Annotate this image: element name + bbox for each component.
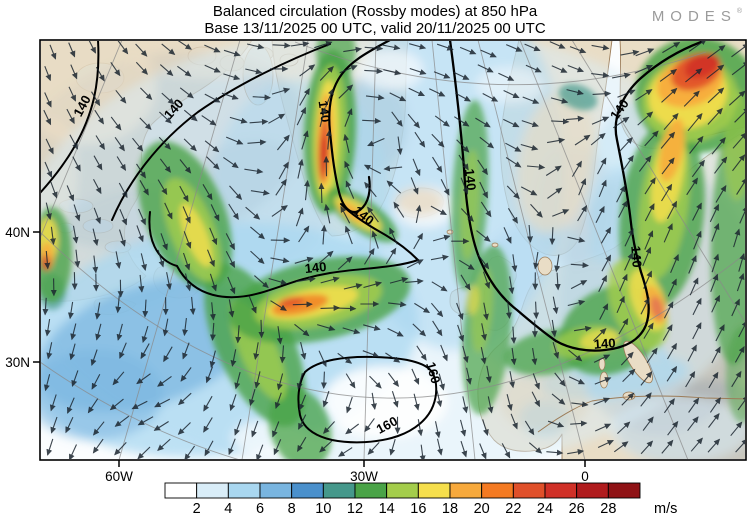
modes-logo-text: MODES	[651, 8, 737, 25]
map-border	[39, 39, 747, 461]
colorbar-tick-label: 16	[410, 501, 426, 516]
contour-label: 160	[423, 360, 443, 385]
colorbar-tick-label: 26	[569, 501, 585, 516]
colorbar-tick-label: 20	[474, 501, 490, 516]
longitude-tick-label: 30W	[350, 469, 378, 484]
colorbar-tick-label: 10	[315, 501, 331, 516]
latitude-axis: 40N 30N	[5, 225, 40, 370]
longitude-tick-label: 0	[581, 469, 589, 484]
colorbar-cell	[259, 482, 293, 499]
colorbar-tick-label: 28	[600, 501, 616, 516]
colorbar-tick-label: 14	[379, 501, 395, 516]
colorbar-cell	[417, 482, 451, 499]
colorbar-unit-label: m/s	[654, 501, 677, 516]
colorbar-cell	[291, 482, 324, 499]
colorbar-tick-label: 2	[193, 501, 201, 516]
longitude-axis: 60W 30W 0	[105, 460, 589, 484]
colorbar-cell	[449, 482, 483, 499]
colorbar-cell	[607, 482, 641, 499]
colorbar-cell	[386, 482, 419, 499]
colorbar-tick-label: 8	[288, 501, 296, 516]
colorbar-cell	[544, 482, 578, 499]
chart-header: Balanced circulation (Rossby modes) at 8…	[0, 3, 750, 37]
colorbar-cell	[576, 482, 609, 499]
chart-subtitle: Base 13/11/2025 00 UTC, valid 20/11/2025…	[204, 20, 546, 37]
contour-label: 140	[593, 335, 616, 351]
contour-label: 140	[628, 245, 644, 268]
modes-logo: MODES®	[652, 8, 742, 25]
colorbar-cell	[164, 482, 198, 499]
colorbar-tick-label: 22	[505, 501, 521, 516]
colorbar-tick-label: 6	[256, 501, 264, 516]
small-islands-layer	[446, 229, 745, 433]
wind-arrow-layer	[42, 41, 745, 459]
contour-label: 140	[462, 168, 479, 191]
colorbar-tick-label: 12	[347, 501, 363, 516]
registered-mark-icon: ®	[736, 8, 742, 15]
colorbar-cell	[196, 482, 229, 499]
colorbar-cell	[322, 482, 356, 499]
latitude-tick-label: 30N	[5, 355, 30, 370]
colorbar-cell	[354, 482, 388, 499]
colorbar-tick-label: 24	[537, 501, 553, 516]
colorbar-legend: 2 4 6 8 10 12 14 16 18 20 22 24 26 28 m/s	[164, 482, 677, 516]
contour-label: 140	[304, 259, 327, 276]
longitude-tick-label: 60W	[105, 469, 133, 484]
latitude-tick-label: 40N	[5, 225, 30, 240]
colorbar-tick-label: 18	[442, 501, 458, 516]
colorbar-cell	[512, 482, 546, 499]
colorbar-cell	[227, 482, 261, 499]
chart-title: Balanced circulation (Rossby modes) at 8…	[212, 3, 538, 20]
colorbar-cell	[481, 482, 514, 499]
colorbar-tick-label: 4	[224, 501, 232, 516]
